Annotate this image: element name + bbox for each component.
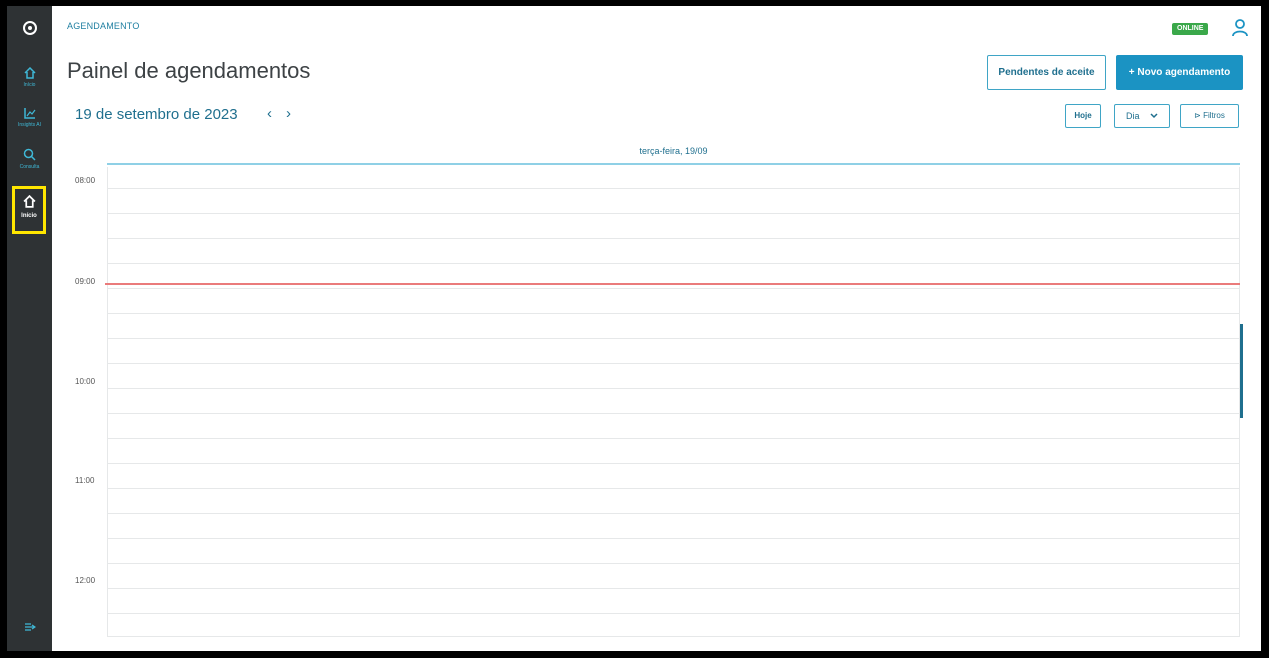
time-label: 09:00 xyxy=(75,277,96,286)
view-select-label: Dia xyxy=(1125,111,1140,121)
day-calendar: terça-feira, 19/09 08:00 09:00 10:00 11: xyxy=(67,137,1243,637)
sidebar-item-label: Início xyxy=(23,82,36,88)
slot-divider xyxy=(108,588,1239,589)
vertical-scrollbar[interactable] xyxy=(1240,324,1243,418)
home-icon xyxy=(15,194,43,212)
view-select[interactable]: Dia xyxy=(1114,104,1170,128)
time-label: 12:00 xyxy=(75,576,96,585)
expand-menu-icon[interactable] xyxy=(7,621,52,635)
sidebar: Início Insights AI Consulta Início xyxy=(7,6,52,651)
slot-divider xyxy=(108,613,1239,614)
chevron-down-icon xyxy=(1150,111,1158,121)
slot-divider xyxy=(108,563,1239,564)
slot-divider xyxy=(108,388,1239,389)
circle-logo-icon[interactable] xyxy=(7,20,52,41)
time-label: 10:00 xyxy=(75,377,96,386)
time-label: 11:00 xyxy=(75,476,95,485)
slot-divider xyxy=(108,538,1239,539)
slot-divider xyxy=(108,413,1239,414)
current-time-indicator xyxy=(105,283,1240,285)
sidebar-item-consulta[interactable]: Consulta xyxy=(7,148,52,171)
previous-day-button[interactable]: ‹ xyxy=(267,105,272,122)
slot-divider xyxy=(108,313,1239,314)
sidebar-item-inicio-active[interactable]: Início xyxy=(12,186,46,234)
slot-divider xyxy=(108,288,1239,289)
time-grid[interactable] xyxy=(107,167,1240,637)
user-icon[interactable] xyxy=(1231,18,1249,38)
breadcrumb: AGENDAMENTO xyxy=(67,21,140,31)
next-day-button[interactable]: › xyxy=(286,105,291,122)
today-button[interactable]: Hoje xyxy=(1065,104,1101,128)
slot-divider xyxy=(108,263,1239,264)
sidebar-item-insights[interactable]: Insights AI xyxy=(7,106,52,129)
slot-divider xyxy=(108,463,1239,464)
sidebar-item-label: Insights AI xyxy=(17,122,42,128)
app-window: Início Insights AI Consulta Início xyxy=(7,6,1261,651)
pendentes-de-aceite-button[interactable]: Pendentes de aceite xyxy=(987,55,1106,90)
slot-divider xyxy=(108,513,1239,514)
slot-divider xyxy=(108,488,1239,489)
novo-agendamento-button[interactable]: + Novo agendamento xyxy=(1116,55,1243,90)
slot-divider xyxy=(108,188,1239,189)
chart-icon xyxy=(7,106,52,122)
search-icon xyxy=(7,148,52,164)
filters-button[interactable]: ⊳ Filtros xyxy=(1180,104,1239,128)
sidebar-item-label: Consulta xyxy=(19,164,40,170)
day-column-header: terça-feira, 19/09 xyxy=(107,137,1240,165)
slot-divider xyxy=(108,636,1239,637)
slot-divider xyxy=(108,338,1239,339)
slot-divider xyxy=(108,363,1239,364)
status-badge: ONLINE xyxy=(1172,23,1209,35)
current-date-label: 19 de setembro de 2023 xyxy=(75,106,238,123)
slot-divider xyxy=(108,238,1239,239)
slot-divider xyxy=(108,213,1239,214)
time-label: 08:00 xyxy=(75,176,96,185)
home-icon xyxy=(7,66,52,82)
page-title: Painel de agendamentos xyxy=(67,58,311,83)
sidebar-item-inicio[interactable]: Início xyxy=(7,66,52,89)
sidebar-item-label: Início xyxy=(21,213,37,219)
slot-divider xyxy=(108,438,1239,439)
